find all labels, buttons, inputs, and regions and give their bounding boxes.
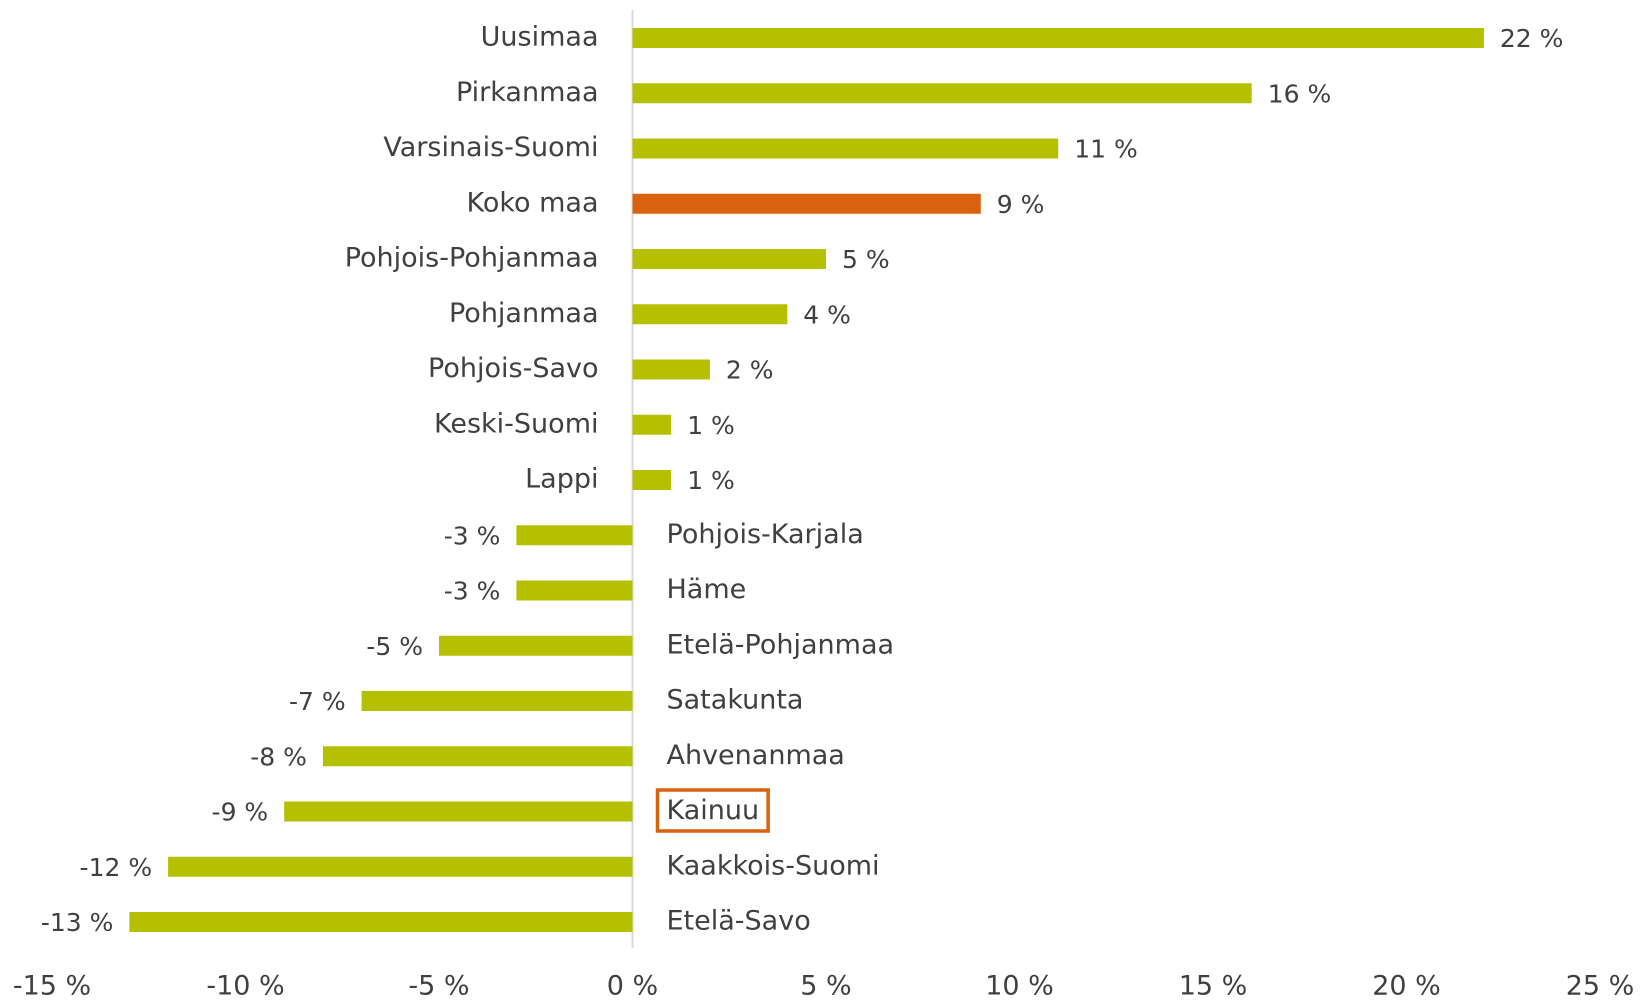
value-label: -3 %	[444, 521, 501, 550]
x-tick-label: -10 %	[206, 971, 284, 1002]
value-label: -12 %	[80, 853, 153, 882]
bar	[284, 801, 633, 822]
x-tick-label: -15 %	[13, 971, 91, 1002]
value-label: 9 %	[997, 190, 1045, 219]
x-tick-label: 20 %	[1372, 971, 1441, 1002]
value-label: -7 %	[289, 687, 346, 716]
value-label: 22 %	[1500, 24, 1564, 53]
value-label: 5 %	[842, 245, 890, 274]
bar	[632, 470, 672, 490]
category-label: Pohjois-Karjala	[667, 519, 864, 550]
category-label: Kainuu	[667, 795, 760, 826]
category-label: Kaakkois-Suomi	[667, 850, 880, 881]
x-tick-label: 0 %	[607, 971, 658, 1002]
x-tick-label: 5 %	[800, 971, 851, 1002]
category-label: Uusimaa	[481, 22, 599, 53]
bar	[322, 746, 633, 767]
label-highlight-box	[655, 788, 770, 833]
bar	[632, 83, 1252, 104]
category-label: Pirkanmaa	[456, 77, 599, 108]
bar	[129, 912, 633, 932]
category-label: Lappi	[525, 464, 598, 495]
category-label: Ahvenanmaa	[667, 740, 845, 771]
value-label: -5 %	[366, 632, 423, 661]
bar	[168, 856, 633, 877]
bar	[516, 525, 633, 546]
category-label: Pohjanmaa	[449, 298, 599, 329]
x-tick-label: -5 %	[408, 971, 469, 1002]
value-label: 11 %	[1074, 135, 1138, 164]
value-label: 4 %	[803, 300, 851, 329]
bar	[632, 304, 788, 325]
category-label: Pohjois-Pohjanmaa	[345, 243, 599, 274]
bar	[632, 249, 826, 269]
x-tick-label: 10 %	[985, 971, 1054, 1002]
category-label: Varsinais-Suomi	[383, 132, 598, 163]
bar	[439, 635, 633, 656]
value-label: -13 %	[41, 908, 114, 937]
category-label: Koko maa	[466, 187, 598, 218]
category-label: Etelä-Savo	[667, 906, 811, 937]
value-label: 1 %	[687, 411, 735, 440]
category-label: Pohjois-Savo	[428, 353, 598, 384]
bar	[632, 138, 1059, 159]
bar	[632, 359, 710, 380]
category-label: Satakunta	[667, 685, 804, 716]
bar	[516, 580, 633, 601]
value-label: -9 %	[212, 798, 269, 827]
bar	[632, 193, 981, 214]
x-tick-label: 15 %	[1179, 971, 1248, 1002]
value-label: 2 %	[726, 356, 774, 385]
value-label: 16 %	[1268, 79, 1332, 108]
bar	[632, 414, 672, 435]
category-label: Keski-Suomi	[434, 408, 599, 439]
value-label: 1 %	[687, 466, 735, 495]
bar	[632, 28, 1484, 48]
x-tick-label: 25 %	[1566, 971, 1635, 1002]
category-label: Häme	[667, 574, 747, 605]
value-label: -8 %	[250, 742, 307, 771]
category-label: Etelä-Pohjanmaa	[667, 629, 895, 660]
value-label: -3 %	[444, 577, 501, 606]
bar	[361, 691, 633, 711]
